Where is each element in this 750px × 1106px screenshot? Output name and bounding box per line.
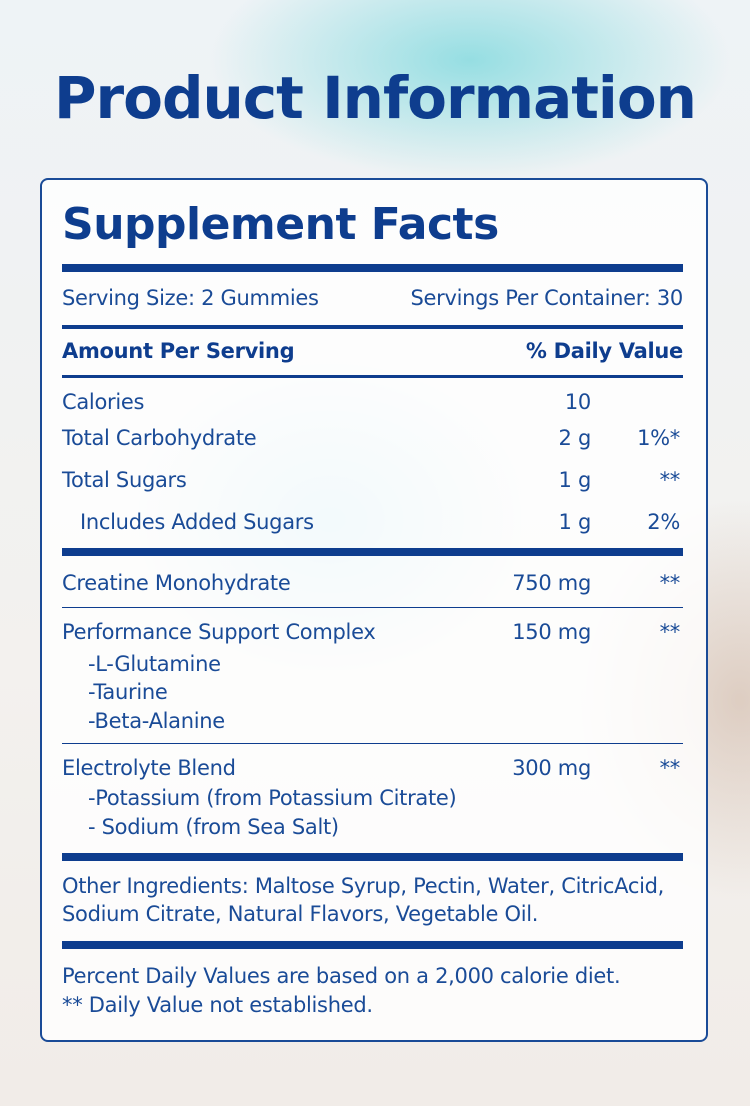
rule (62, 264, 683, 272)
ingredient-name: Electrolyte Blend (62, 756, 236, 780)
rule (62, 375, 683, 378)
amount-header: Amount Per Serving (62, 339, 295, 363)
nutrient-name: Includes Added Sugars (80, 510, 314, 534)
nutrient-amount: 10 (564, 390, 591, 414)
component: -Taurine (88, 680, 168, 704)
nutrient-dv: 2% (647, 510, 680, 534)
facts-heading: Supplement Facts (62, 199, 499, 250)
nutrient-name: Total Sugars (62, 468, 187, 492)
nutrient-dv: ** (659, 468, 681, 492)
other-ingredients: Sodium Citrate, Natural Flavors, Vegetab… (62, 902, 539, 926)
component: -L-Glutamine (88, 652, 221, 676)
facts-panel (40, 178, 708, 1042)
nutrient-dv: 1%* (637, 426, 680, 450)
ingredient-dv: ** (659, 620, 681, 644)
rule (62, 941, 683, 949)
footnote: Percent Daily Values are based on a 2,00… (62, 964, 621, 988)
serving-size: Serving Size: 2 Gummies (62, 286, 319, 310)
dv-header: % Daily Value (525, 339, 683, 363)
nutrient-amount: 1 g (558, 468, 592, 492)
component: -Beta-Alanine (88, 709, 225, 733)
ingredient-name: Creatine Monohydrate (62, 571, 291, 595)
nutrient-name: Calories (62, 390, 145, 414)
nutrient-amount: 2 g (558, 426, 592, 450)
rule (62, 743, 683, 744)
component: - Sodium (from Sea Salt) (88, 815, 339, 839)
rule (62, 325, 683, 329)
servings-per-container: Servings Per Container: 30 (410, 286, 684, 310)
ingredient-dv: ** (659, 756, 681, 780)
nutrient-amount: 1 g (558, 510, 592, 534)
ingredient-amount: 750 mg (512, 571, 591, 595)
ingredient-name: Performance Support Complex (62, 620, 376, 644)
ingredient-amount: 300 mg (512, 756, 591, 780)
page-title: Product Information (54, 64, 697, 132)
rule (62, 853, 683, 861)
ingredient-dv: ** (659, 571, 681, 595)
rule (62, 607, 683, 608)
rule (62, 548, 683, 556)
ingredient-amount: 150 mg (512, 620, 591, 644)
other-ingredients: Other Ingredients: Maltose Syrup, Pectin… (62, 874, 665, 898)
component: -Potassium (from Potassium Citrate) (88, 786, 457, 810)
nutrient-name: Total Carbohydrate (62, 426, 257, 450)
footnote: ** Daily Value not established. (62, 993, 373, 1017)
